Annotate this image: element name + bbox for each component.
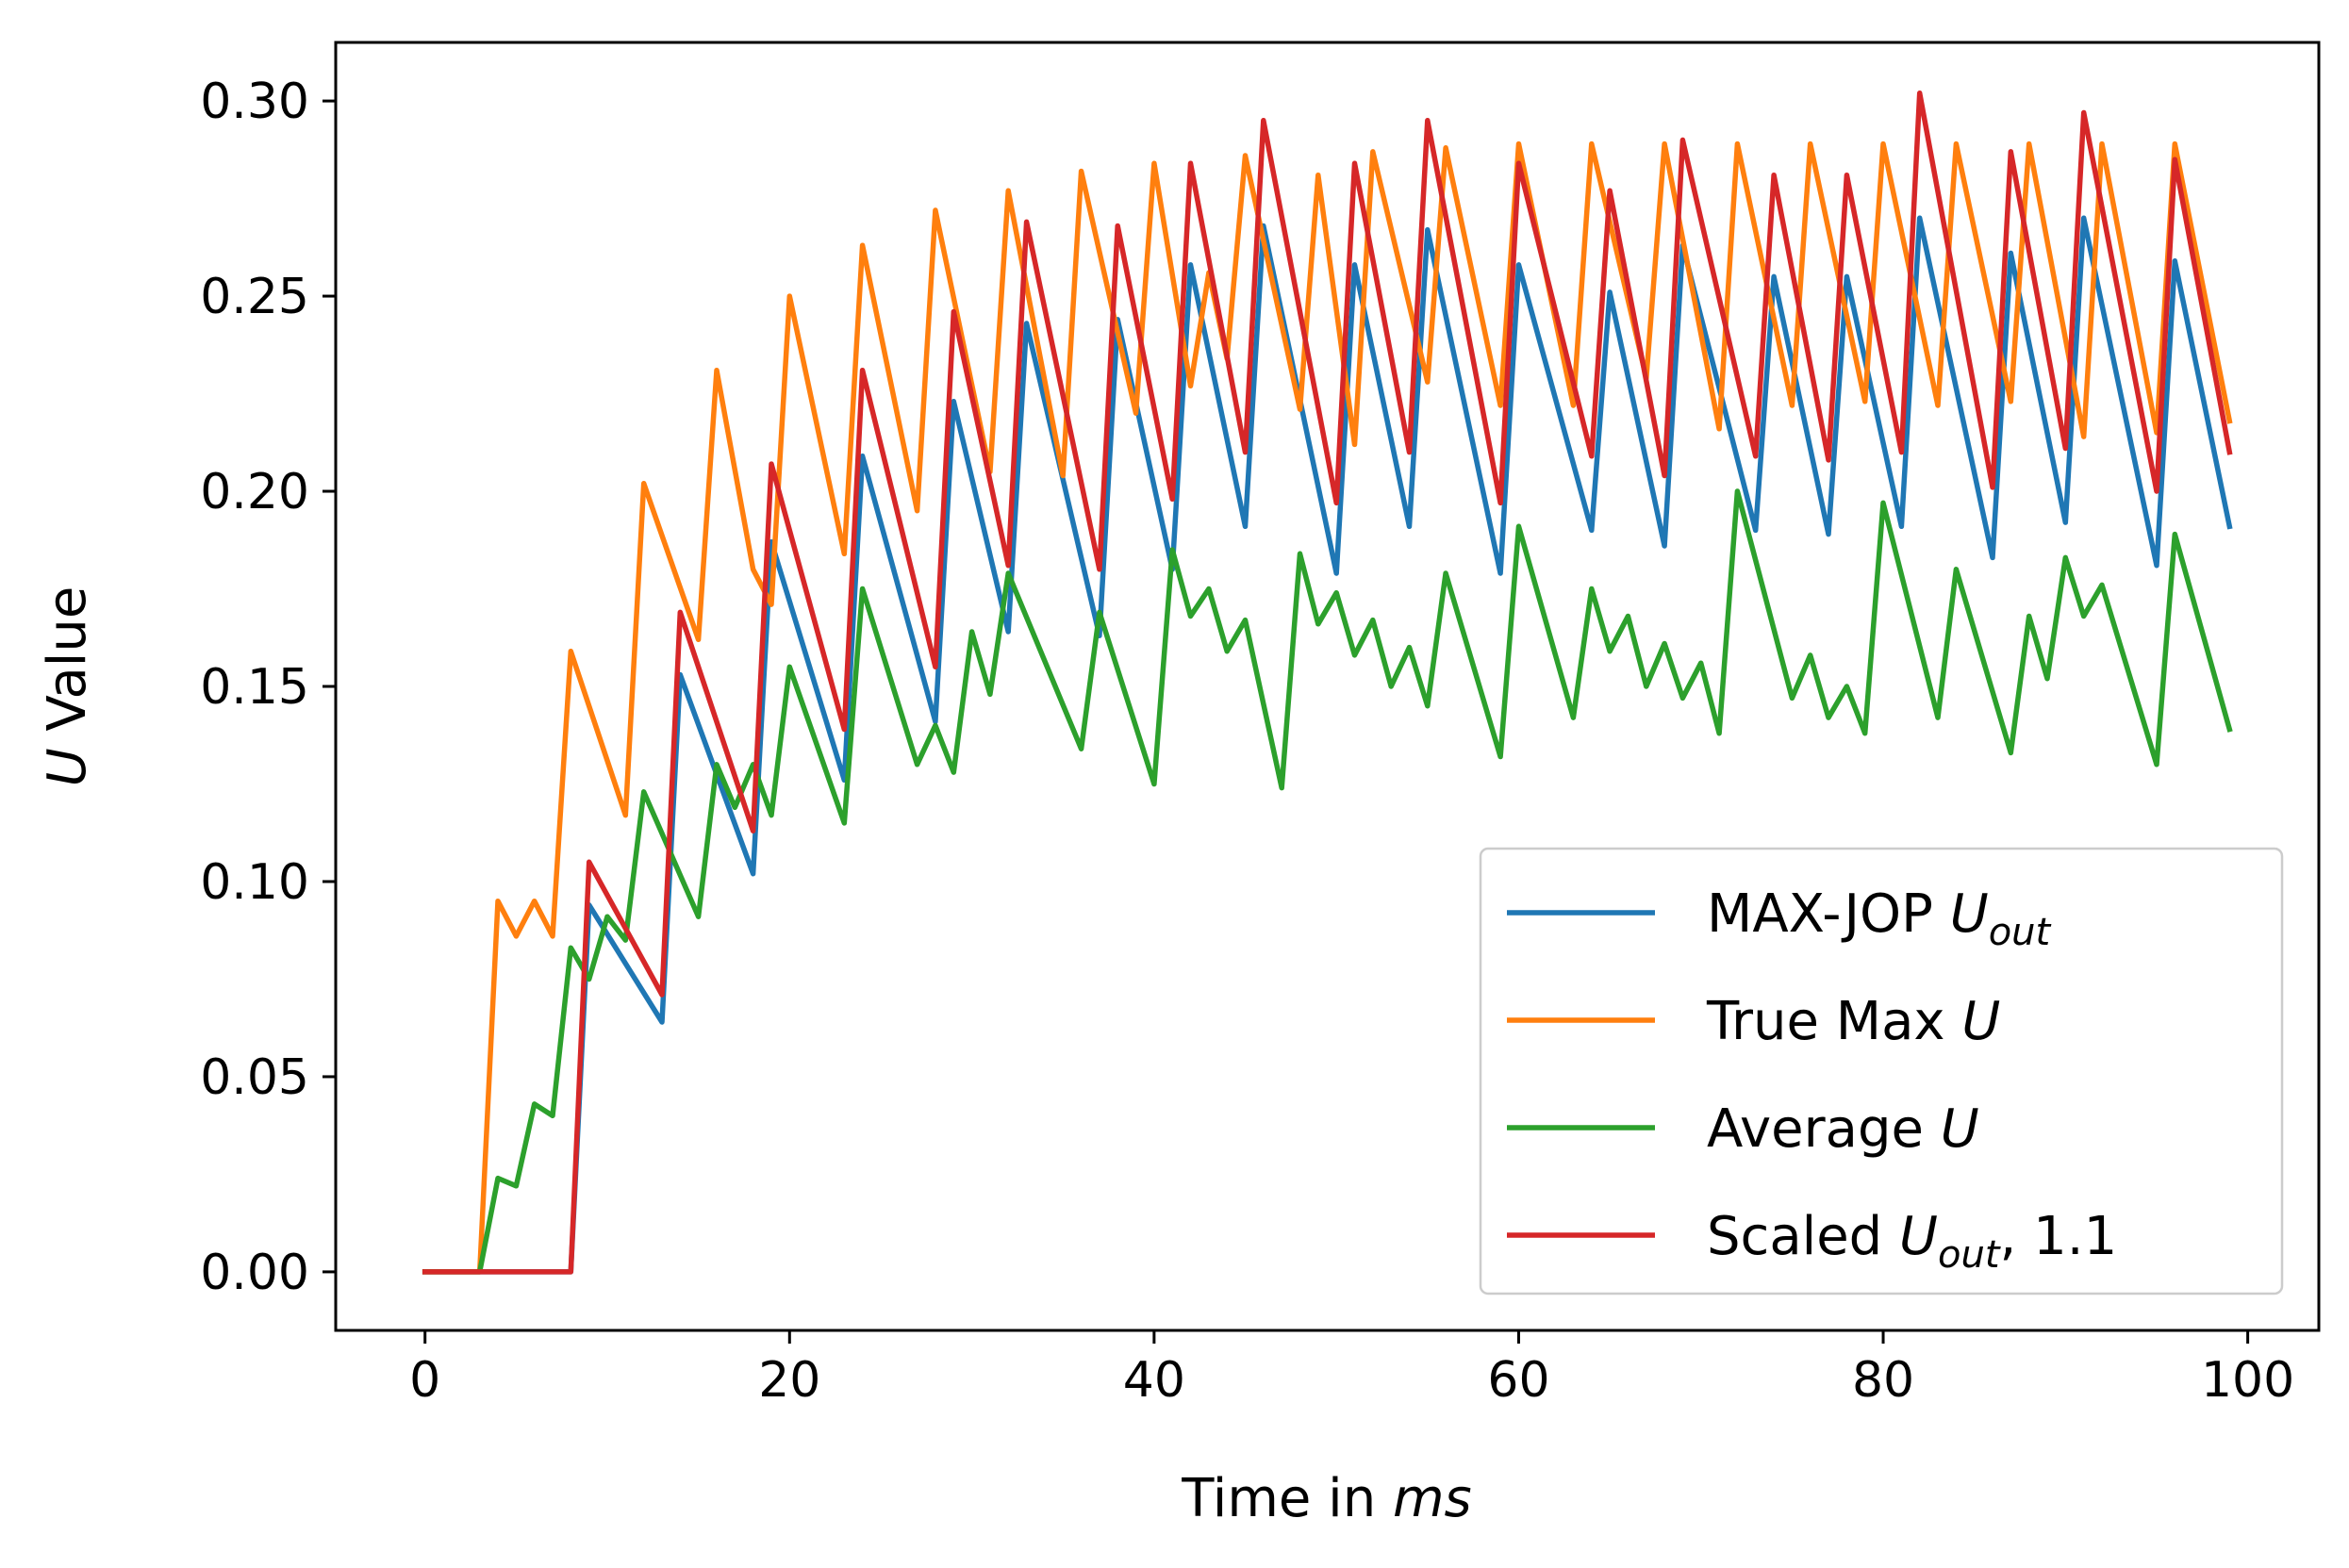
legend-entries: MAX-JOP Uout True Max U Average U Scaled Uo… [1507,883,2117,1277]
series-line-average-u [422,488,2233,1275]
y-tick-label: 0.30 [200,74,309,130]
x-tick-label: 80 [1852,1352,1914,1409]
y-axis-title-text: Value [37,586,98,749]
x-axis-title-unit: ms [1393,1468,1472,1529]
series-line-true-max-u [422,140,2233,1275]
series-line-max-jop-u-out [422,215,2233,1275]
y-tick-label: 0.10 [200,854,309,911]
y-tick-label: 0.05 [200,1049,309,1106]
x-tick-label: 0 [409,1352,440,1409]
y-axis-title-symbol: U [37,748,98,786]
legend-label-true-max-u: True Max U [1706,991,2000,1052]
y-axis-title: U Value [37,586,98,787]
y-tick-label: 0.00 [200,1245,309,1301]
x-tick-label: 20 [758,1352,820,1409]
x-tick-label: 40 [1123,1352,1185,1409]
series-layer [422,91,2233,1275]
x-tick-label: 60 [1487,1352,1549,1409]
x-axis-title-text: Time in [1181,1468,1393,1529]
y-tick-label: 0.20 [200,464,309,520]
legend-label-scaled-u-out-1-1: Scaled Uout, 1.1 [1707,1206,2117,1277]
x-axis-title: Time in ms [1181,1468,1471,1529]
legend-label-max-jop-u-out: MAX-JOP Uout [1707,883,2052,954]
legend-label-average-u: Average U [1707,1098,1979,1160]
series-line-scaled-u-out-1-1 [422,91,2233,1275]
y-tick-label: 0.25 [200,269,309,325]
x-axis: 0 20 40 60 80 100 [409,1330,2294,1409]
y-axis: 0.00 0.05 0.10 0.15 0.20 0.25 0.30 [200,74,336,1301]
y-tick-label: 0.15 [200,659,309,716]
x-tick-label: 100 [2201,1352,2294,1409]
legend: MAX-JOP Uout True Max U Average U Scaled Uo… [1479,847,2284,1296]
legend-box [1479,847,2284,1296]
